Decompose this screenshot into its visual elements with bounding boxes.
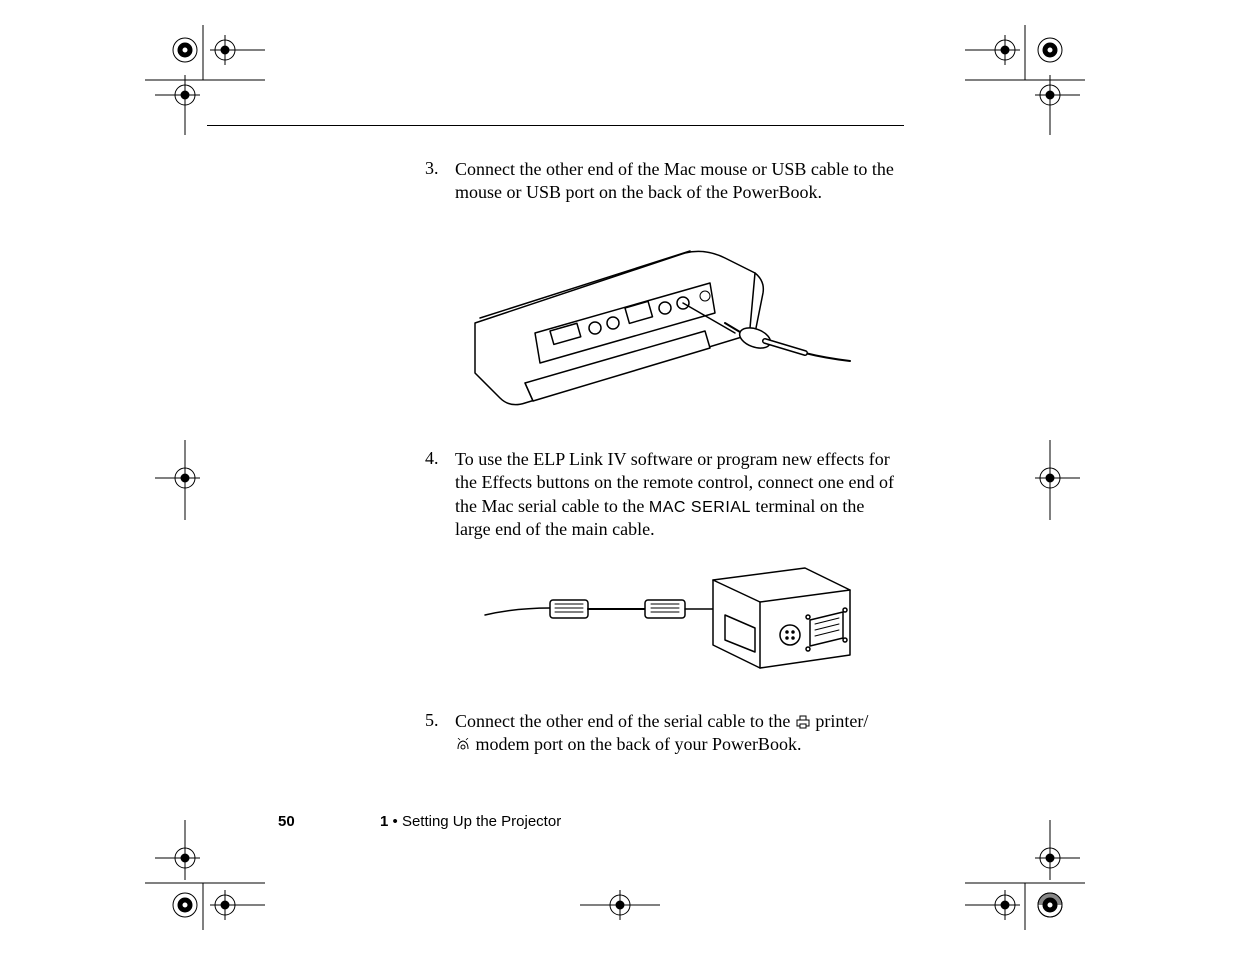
regmark-bottom-right-2 <box>965 875 1085 935</box>
printer-icon <box>795 711 811 731</box>
step-3: 3. Connect the other end of the Mac mous… <box>425 158 900 205</box>
step5-text-a: Connect the other end of the serial cabl… <box>455 711 795 731</box>
step-text: To use the ELP Link IV software or progr… <box>455 448 900 542</box>
step5-text-b: printer/ <box>811 711 868 731</box>
regmark-bottom-left-2 <box>145 875 265 935</box>
step-4: 4. To use the ELP Link IV software or pr… <box>425 448 900 542</box>
regmark-bottom-center <box>580 880 660 930</box>
regmark-bottom-right-1 <box>1020 820 1080 880</box>
footer-chapter: 1 • Setting Up the Projector <box>380 813 561 830</box>
modem-icon <box>455 734 471 754</box>
regmark-top-right-2 <box>1020 75 1080 135</box>
chapter-bullet: • <box>388 813 402 830</box>
content-column: 3. Connect the other end of the Mac mous… <box>425 158 900 775</box>
chapter-title: Setting Up the Projector <box>402 813 561 830</box>
step-5: 5. Connect the other end of the serial c… <box>425 710 900 757</box>
step-number: 5. <box>425 710 455 757</box>
figure-powerbook-ports <box>455 223 900 418</box>
step-number: 4. <box>425 448 455 542</box>
regmark-bottom-left-1 <box>155 820 215 880</box>
page: 3. Connect the other end of the Mac mous… <box>0 0 1235 954</box>
regmark-right-mid <box>1020 440 1080 520</box>
mac-serial-label: MAC SERIAL <box>649 499 751 516</box>
figure-serial-cable <box>455 560 900 680</box>
step5-text-c: modem port on the back of your PowerBook… <box>471 734 801 754</box>
step-text: Connect the other end of the serial cabl… <box>455 710 868 757</box>
page-number: 50 <box>278 813 295 830</box>
regmark-left-mid <box>155 440 215 520</box>
step-number: 3. <box>425 158 455 205</box>
step-text: Connect the other end of the Mac mouse o… <box>455 158 900 205</box>
top-rule <box>207 125 904 126</box>
regmark-top-left-2 <box>155 75 215 135</box>
